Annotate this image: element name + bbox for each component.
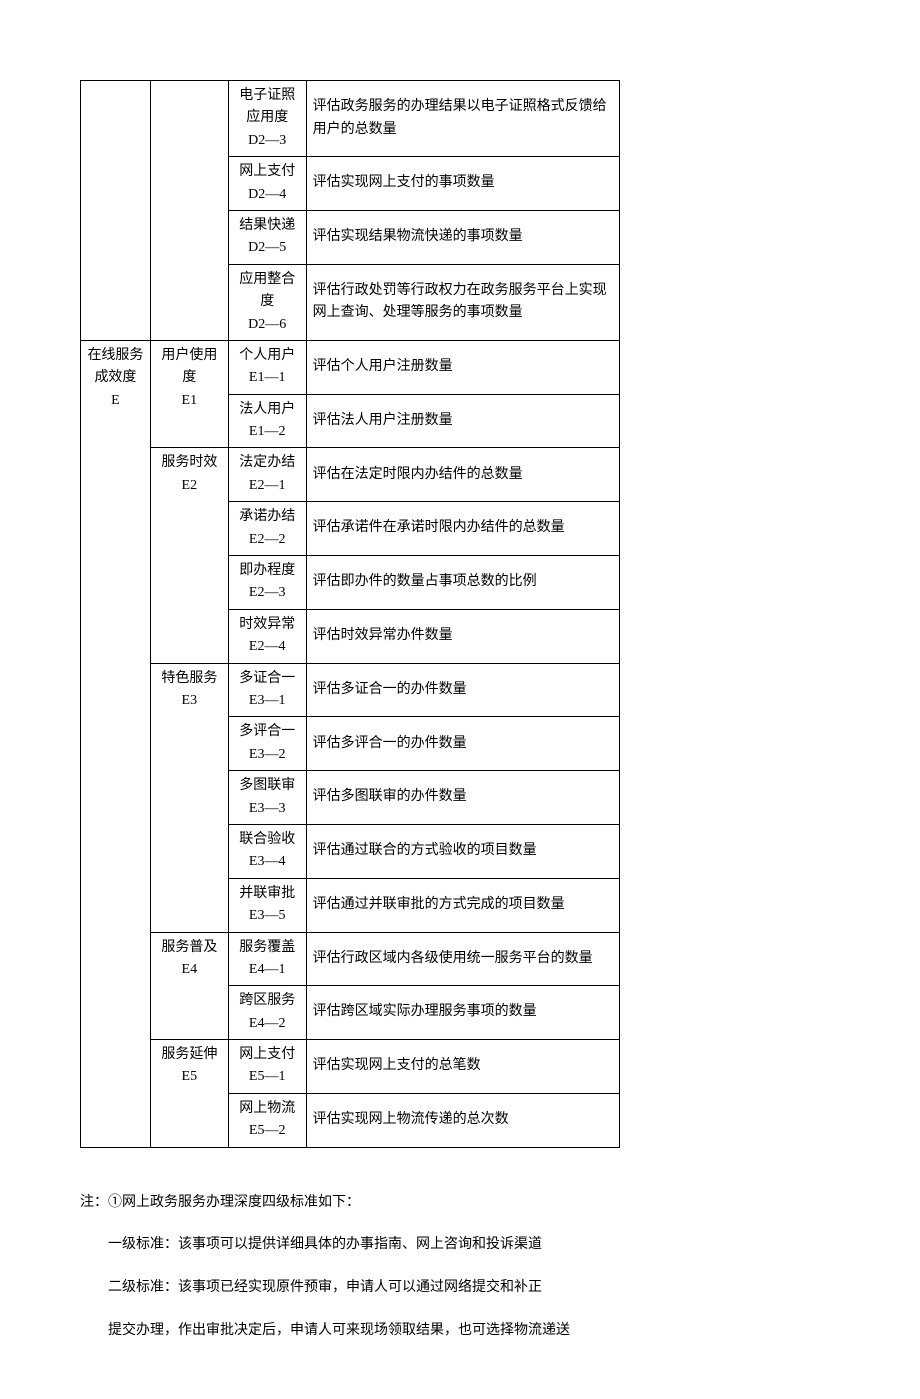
cell-description: 评估实现结果物流快递的事项数量 — [306, 210, 619, 264]
cell-level2: 用户使用度E1 — [150, 340, 228, 448]
cell-level3: 应用整合度D2—6 — [228, 264, 306, 340]
cell-level3: 承诺办结E2—2 — [228, 502, 306, 556]
cell-description: 评估即办件的数量占事项总数的比例 — [306, 556, 619, 610]
cell-description: 评估实现网上支付的事项数量 — [306, 157, 619, 211]
evaluation-table: 电子证照应用度D2—3评估政务服务的办理结果以电子证照格式反馈给用户的总数量网上… — [80, 80, 620, 1148]
cell-level2: 特色服务E3 — [150, 663, 228, 932]
cell-level2: 服务时效E2 — [150, 448, 228, 663]
cell-description: 评估政务服务的办理结果以电子证照格式反馈给用户的总数量 — [306, 81, 619, 157]
table-row: 服务延伸E5网上支付E5—1评估实现网上支付的总笔数 — [81, 1040, 620, 1094]
cell-description: 评估承诺件在承诺时限内办结件的总数量 — [306, 502, 619, 556]
cell-description: 评估行政区域内各级使用统一服务平台的数量 — [306, 932, 619, 986]
cell-level3: 法人用户E1—2 — [228, 394, 306, 448]
cell-level3: 网上物流E5—2 — [228, 1093, 306, 1147]
cell-level1: 在线服务成效度E — [81, 340, 151, 1147]
cell-description: 评估跨区域实际办理服务事项的数量 — [306, 986, 619, 1040]
cell-description: 评估通过联合的方式验收的项目数量 — [306, 824, 619, 878]
cell-level1 — [81, 81, 151, 341]
cell-description: 评估时效异常办件数量 — [306, 609, 619, 663]
cell-description: 评估多图联审的办件数量 — [306, 771, 619, 825]
cell-description: 评估实现网上支付的总笔数 — [306, 1040, 619, 1094]
cell-description: 评估个人用户注册数量 — [306, 340, 619, 394]
cell-level3: 法定办结E2—1 — [228, 448, 306, 502]
cell-level3: 时效异常E2—4 — [228, 609, 306, 663]
cell-description: 评估通过并联审批的方式完成的项目数量 — [306, 878, 619, 932]
cell-level3: 并联审批E3—5 — [228, 878, 306, 932]
cell-description: 评估在法定时限内办结件的总数量 — [306, 448, 619, 502]
cell-level3: 服务覆盖E4—1 — [228, 932, 306, 986]
cell-level3: 多评合一E3—2 — [228, 717, 306, 771]
cell-description: 评估多证合一的办件数量 — [306, 663, 619, 717]
cell-description: 评估法人用户注册数量 — [306, 394, 619, 448]
cell-description: 评估行政处罚等行政权力在政务服务平台上实现网上查询、处理等服务的事项数量 — [306, 264, 619, 340]
table-row: 服务时效E2法定办结E2—1评估在法定时限内办结件的总数量 — [81, 448, 620, 502]
table-row: 在线服务成效度E用户使用度E1个人用户E1—1评估个人用户注册数量 — [81, 340, 620, 394]
cell-level3: 联合验收E3—4 — [228, 824, 306, 878]
note-intro: 注：①网上政务服务办理深度四级标准如下： — [80, 1188, 660, 1219]
cell-level3: 网上支付E5—1 — [228, 1040, 306, 1094]
cell-level3: 多证合一E3—1 — [228, 663, 306, 717]
cell-level2: 服务普及E4 — [150, 932, 228, 1040]
cell-level3: 即办程度E2—3 — [228, 556, 306, 610]
note-level1: 一级标准：该事项可以提供详细具体的办事指南、网上咨询和投诉渠道 — [80, 1230, 660, 1261]
cell-level2 — [150, 81, 228, 341]
cell-level3: 跨区服务E4—2 — [228, 986, 306, 1040]
table-row: 服务普及E4服务覆盖E4—1评估行政区域内各级使用统一服务平台的数量 — [81, 932, 620, 986]
cell-level3: 个人用户E1—1 — [228, 340, 306, 394]
cell-description: 评估实现网上物流传递的总次数 — [306, 1093, 619, 1147]
cell-description: 评估多评合一的办件数量 — [306, 717, 619, 771]
table-row: 特色服务E3多证合一E3—1评估多证合一的办件数量 — [81, 663, 620, 717]
cell-level3: 网上支付D2—4 — [228, 157, 306, 211]
table-row: 电子证照应用度D2—3评估政务服务的办理结果以电子证照格式反馈给用户的总数量 — [81, 81, 620, 157]
cell-level3: 电子证照应用度D2—3 — [228, 81, 306, 157]
cell-level2: 服务延伸E5 — [150, 1040, 228, 1148]
cell-level3: 结果快递D2—5 — [228, 210, 306, 264]
note-level2-line2: 提交办理，作出审批决定后，申请人可来现场领取结果，也可选择物流递送 — [80, 1316, 660, 1347]
notes-section: 注：①网上政务服务办理深度四级标准如下： 一级标准：该事项可以提供详细具体的办事… — [80, 1188, 660, 1359]
note-level2-line1: 二级标准：该事项已经实现原件预审，申请人可以通过网络提交和补正 — [80, 1273, 660, 1304]
cell-level3: 多图联审E3—3 — [228, 771, 306, 825]
